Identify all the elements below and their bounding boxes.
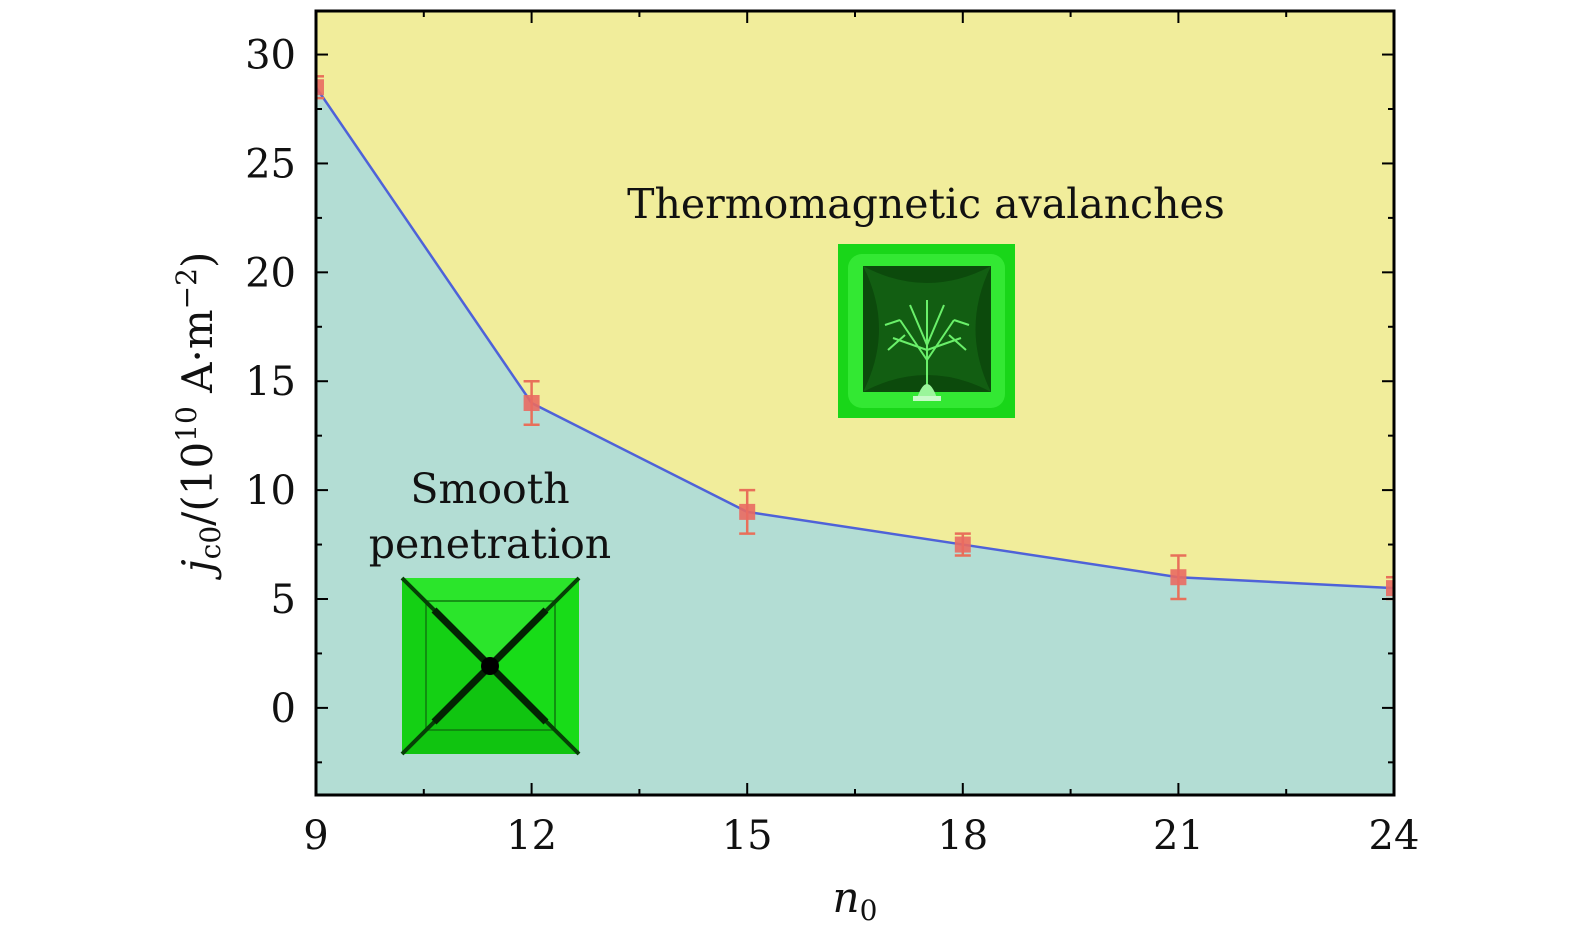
y-tick-label: 25 <box>245 141 296 187</box>
x-tick-label: 15 <box>722 813 773 859</box>
data-point-marker <box>954 536 971 553</box>
y-tick-label: 10 <box>245 468 296 514</box>
avalanche-pattern-inset <box>838 244 1015 418</box>
y-tick-label: 30 <box>245 33 296 79</box>
x-axis-label: n0 <box>833 873 878 927</box>
boundary-line <box>316 86 1394 590</box>
x-tick-label: 9 <box>303 813 328 859</box>
data-point-marker <box>523 395 540 411</box>
data-point-marker <box>739 503 756 520</box>
y-tick-label: 20 <box>245 250 296 296</box>
smooth-penetration-inset <box>400 576 581 756</box>
x-tick-label: 12 <box>506 813 557 859</box>
data-point-marker <box>1170 569 1187 586</box>
smooth-region-label-line1: Smooth <box>410 465 569 513</box>
data-point-marker <box>1386 580 1394 597</box>
data-point-marker <box>316 79 324 96</box>
y-axis-label: jc0/(1010 A·m−2) <box>170 252 227 581</box>
x-tick-label: 21 <box>1153 813 1204 859</box>
y-tick-label: 5 <box>271 577 296 623</box>
error-bar <box>316 75 324 100</box>
smooth-penetration-region <box>316 87 1394 795</box>
x-tick-label: 18 <box>937 813 988 859</box>
avalanche-region-label: Thermomagnetic avalanches <box>627 180 1225 228</box>
x-tick-label: 24 <box>1369 813 1420 859</box>
smooth-region-label-line2: penetration <box>369 520 611 568</box>
y-tick-label: 0 <box>271 686 296 732</box>
y-tick-label: 15 <box>245 359 296 405</box>
